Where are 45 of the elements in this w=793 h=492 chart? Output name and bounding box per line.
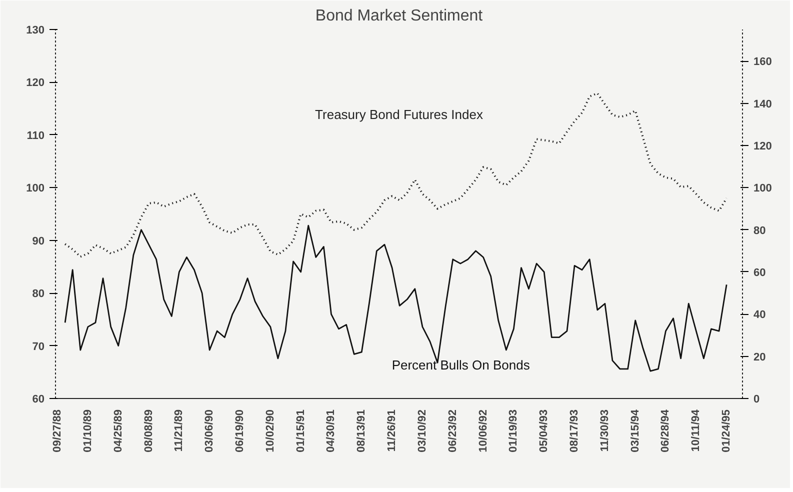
- x-tick-label: 01/10/89: [82, 409, 94, 452]
- y-tick-label: 80: [32, 288, 45, 300]
- y2-tick-label: 140: [754, 98, 772, 110]
- x-tick-label: 03/10/92: [416, 409, 428, 452]
- series-label: Percent Bulls On Bonds: [392, 358, 530, 373]
- x-tick-label: 10/02/90: [264, 409, 276, 452]
- x-tick-label: 04/25/89: [112, 409, 124, 452]
- y-tick-label: 90: [32, 235, 45, 248]
- y-tick-label: 120: [26, 77, 45, 90]
- x-tick-label: 06/23/92: [446, 409, 459, 452]
- y2-tick-label: 100: [754, 182, 772, 195]
- x-tick-label: 06/19/90: [234, 409, 246, 452]
- x-tick-label: 08/13/91: [356, 409, 368, 452]
- y-tick-label: 100: [26, 182, 45, 195]
- y2-tick-label: 60: [754, 266, 766, 279]
- line-series: [64, 224, 728, 372]
- x-tick-label: 01/19/93: [508, 409, 520, 452]
- line-series: [64, 92, 728, 258]
- y2-tick-label: 0: [754, 394, 760, 406]
- x-tick-label: 08/08/89: [142, 409, 155, 452]
- y-tick-label: 130: [26, 24, 45, 36]
- y2-tick-label: 80: [754, 224, 766, 237]
- chart-title: Bond Market Sentiment: [315, 8, 484, 24]
- x-tick-label: 11/30/93: [598, 409, 611, 452]
- x-tick-label: 11/26/91: [386, 409, 398, 452]
- x-tick-label: 03/15/94: [629, 408, 642, 452]
- text: Treasury Bond Futures Index: [315, 106, 484, 122]
- x-tick-label: 03/06/90: [204, 409, 216, 452]
- y-tick-label: 60: [32, 394, 45, 406]
- x-tick-label: 05/04/93: [538, 409, 550, 452]
- x-tick-label: 08/17/93: [568, 409, 581, 452]
- y-tick-label: 110: [26, 130, 45, 142]
- x-tick-label: 01/24/95: [720, 409, 733, 452]
- y2-tick-label: 120: [754, 140, 772, 152]
- x-tick-label: 01/15/91: [294, 409, 307, 452]
- x-tick-label: 06/28/94: [660, 408, 672, 452]
- x-tick-label: 11/21/89: [173, 409, 186, 452]
- x-tick-label: 04/30/91: [325, 409, 338, 452]
- x-tick-label: 10/06/92: [477, 409, 490, 452]
- y-tick-label: 70: [32, 340, 45, 353]
- x-tick-label: 09/27/88: [52, 409, 64, 452]
- x-tick-label: 10/11/94: [690, 408, 702, 452]
- y2-tick-label: 160: [754, 56, 772, 68]
- y2-tick-label: 20: [754, 351, 766, 364]
- y2-tick-label: 40: [754, 309, 766, 322]
